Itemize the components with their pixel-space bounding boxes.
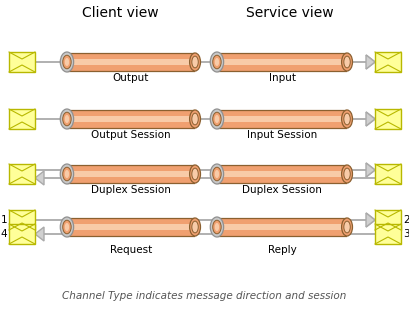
Bar [375, 52, 401, 72]
Polygon shape [35, 227, 44, 241]
Ellipse shape [65, 115, 69, 123]
Ellipse shape [63, 220, 71, 234]
Bar [67, 59, 195, 65]
Text: Duplex Session: Duplex Session [91, 185, 171, 195]
Bar [67, 110, 195, 128]
Polygon shape [366, 163, 375, 177]
Text: 4: 4 [0, 229, 7, 239]
Text: Client view: Client view [82, 6, 158, 20]
Polygon shape [35, 171, 44, 185]
Ellipse shape [65, 223, 69, 231]
Ellipse shape [344, 221, 350, 233]
Bar [217, 110, 347, 128]
Polygon shape [366, 55, 375, 69]
Ellipse shape [65, 170, 69, 178]
Ellipse shape [192, 113, 198, 125]
Ellipse shape [60, 52, 74, 72]
Ellipse shape [192, 221, 198, 233]
Bar [217, 53, 347, 71]
Text: Channel Type indicates message direction and session: Channel Type indicates message direction… [62, 291, 346, 301]
Text: Reply: Reply [267, 245, 297, 255]
Bar [67, 116, 195, 122]
Bar [67, 218, 195, 236]
Text: 2: 2 [403, 215, 409, 225]
Text: Output: Output [113, 73, 149, 83]
Ellipse shape [210, 217, 224, 237]
Ellipse shape [60, 217, 74, 237]
Ellipse shape [190, 218, 200, 236]
Ellipse shape [63, 167, 71, 181]
Bar [9, 164, 35, 184]
Ellipse shape [215, 58, 219, 66]
Ellipse shape [210, 164, 224, 184]
Bar [9, 224, 35, 244]
Polygon shape [366, 213, 375, 227]
Ellipse shape [342, 110, 353, 128]
Ellipse shape [213, 55, 221, 69]
Ellipse shape [342, 165, 353, 183]
Ellipse shape [65, 58, 69, 66]
Bar [375, 109, 401, 129]
Polygon shape [366, 112, 375, 126]
Bar [217, 116, 347, 122]
Ellipse shape [192, 56, 198, 68]
Bar [217, 59, 347, 65]
Ellipse shape [63, 112, 71, 126]
Text: Input Session: Input Session [247, 130, 317, 140]
Ellipse shape [213, 112, 221, 126]
Ellipse shape [210, 52, 224, 72]
Ellipse shape [215, 115, 219, 123]
Ellipse shape [215, 223, 219, 231]
Text: Output Session: Output Session [91, 130, 171, 140]
Text: Request: Request [110, 245, 152, 255]
Ellipse shape [63, 55, 71, 69]
Ellipse shape [213, 220, 221, 234]
Ellipse shape [192, 168, 198, 180]
Bar [67, 53, 195, 71]
Ellipse shape [344, 168, 350, 180]
Ellipse shape [344, 113, 350, 125]
Text: Input: Input [268, 73, 295, 83]
Bar [67, 165, 195, 183]
Text: 1: 1 [0, 215, 7, 225]
Bar [375, 224, 401, 244]
Ellipse shape [190, 53, 200, 71]
Ellipse shape [342, 53, 353, 71]
Bar [9, 210, 35, 230]
Bar [375, 164, 401, 184]
Ellipse shape [213, 167, 221, 181]
Ellipse shape [190, 110, 200, 128]
Ellipse shape [215, 170, 219, 178]
Text: Service view: Service view [246, 6, 334, 20]
Ellipse shape [60, 109, 74, 129]
Ellipse shape [190, 165, 200, 183]
Ellipse shape [60, 164, 74, 184]
Ellipse shape [342, 218, 353, 236]
Bar [9, 109, 35, 129]
Bar [217, 218, 347, 236]
Text: Duplex Session: Duplex Session [242, 185, 322, 195]
Text: 3: 3 [403, 229, 409, 239]
Bar [9, 52, 35, 72]
Ellipse shape [210, 109, 224, 129]
Bar [217, 165, 347, 183]
Ellipse shape [344, 56, 350, 68]
Bar [67, 171, 195, 177]
Bar [217, 224, 347, 230]
Bar [375, 210, 401, 230]
Bar [67, 224, 195, 230]
Bar [217, 171, 347, 177]
